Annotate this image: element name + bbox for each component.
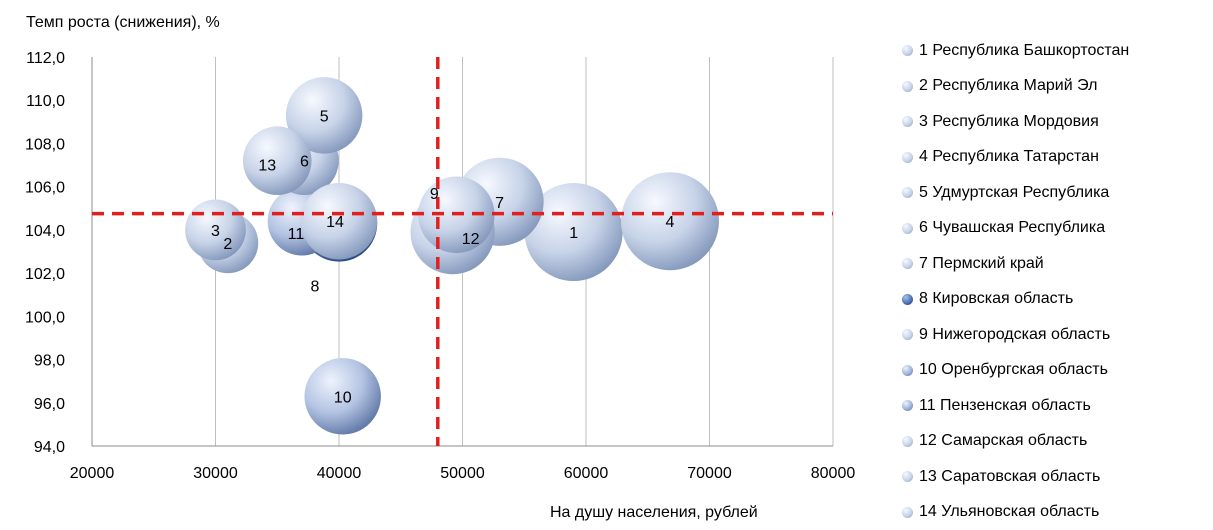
legend-marker-icon <box>902 400 913 411</box>
legend-label: 12 Самарская область <box>919 432 1087 450</box>
bubble-label-1: 1 <box>569 225 578 242</box>
bubble-label-3: 3 <box>211 223 220 240</box>
legend-label: 11 Пензенская область <box>919 397 1091 415</box>
legend-marker-icon <box>902 436 913 447</box>
legend-item-9: 9 Нижегородская область <box>902 317 1129 353</box>
bubble-label-14: 14 <box>326 214 344 231</box>
y-tick-label: 100,0 <box>25 309 65 326</box>
legend-label: 5 Удмуртская Республика <box>919 184 1109 202</box>
x-tick-label: 70000 <box>687 465 732 482</box>
bubble-label-5: 5 <box>320 108 329 125</box>
legend-marker-icon <box>902 81 913 92</box>
y-tick-label: 112,0 <box>26 50 65 67</box>
legend-marker-icon <box>902 507 913 518</box>
y-tick-label: 104,0 <box>25 223 65 240</box>
legend-label: 2 Республика Марий Эл <box>919 77 1097 95</box>
y-tick-label: 98,0 <box>34 353 65 370</box>
y-tick-label: 94,0 <box>34 439 65 456</box>
legend-label: 8 Кировская область <box>919 290 1073 308</box>
bubble-label-13: 13 <box>258 158 276 175</box>
legend-item-5: 5 Удмуртская Республика <box>902 175 1129 211</box>
legend-label: 13 Саратовская область <box>919 468 1100 486</box>
legend-marker-icon <box>902 45 913 56</box>
legend-marker-icon <box>902 223 913 234</box>
legend-item-1: 1 Республика Башкортостан <box>902 33 1129 69</box>
legend-label: 4 Республика Татарстан <box>919 148 1099 166</box>
legend-label: 9 Нижегородская область <box>919 326 1110 344</box>
legend-label: 14 Ульяновская область <box>919 503 1099 521</box>
y-tick-label: 108,0 <box>25 136 65 153</box>
bubble-label-11: 11 <box>288 226 305 243</box>
legend-label: 6 Чувашская Республика <box>919 219 1105 237</box>
legend-item-8: 8 Кировская область <box>902 282 1129 318</box>
bubble-label-8: 8 <box>311 278 320 295</box>
legend-item-2: 2 Республика Марий Эл <box>902 69 1129 105</box>
y-tick-label: 96,0 <box>34 396 65 413</box>
y-tick-label: 110,0 <box>26 93 65 110</box>
bubble-label-12: 12 <box>462 231 480 248</box>
x-tick-label: 50000 <box>440 465 485 482</box>
legend-marker-icon <box>902 258 913 269</box>
bubble-label-9: 9 <box>430 186 439 203</box>
bubble-label-7: 7 <box>495 195 504 212</box>
x-tick-label: 30000 <box>193 465 238 482</box>
y-tick-label: 106,0 <box>25 180 65 197</box>
legend-item-12: 12 Самарская область <box>902 424 1129 460</box>
legend-marker-icon <box>902 187 913 198</box>
legend-marker-icon <box>902 152 913 163</box>
legend-item-3: 3 Республика Мордовия <box>902 104 1129 140</box>
legend-item-7: 7 Пермский край <box>902 246 1129 282</box>
legend: 1 Республика Башкортостан 2 Республика Ма… <box>902 33 1129 530</box>
x-tick-label: 80000 <box>811 465 856 482</box>
x-tick-label: 20000 <box>70 465 115 482</box>
y-tick-label: 102,0 <box>25 266 65 283</box>
legend-label: 10 Оренбургская область <box>919 361 1108 379</box>
bubbles <box>185 77 719 434</box>
bubble-label-6: 6 <box>300 154 309 171</box>
legend-label: 1 Республика Башкортостан <box>919 42 1129 60</box>
legend-item-14: 14 Ульяновская область <box>902 495 1129 530</box>
legend-item-10: 10 Оренбургская область <box>902 353 1129 389</box>
bubble-label-10: 10 <box>334 389 352 406</box>
legend-marker-icon <box>902 329 913 340</box>
legend-item-11: 11 Пензенская область <box>902 388 1129 424</box>
x-tick-label: 60000 <box>564 465 609 482</box>
x-tick-label: 40000 <box>317 465 362 482</box>
legend-item-4: 4 Республика Татарстан <box>902 140 1129 176</box>
legend-marker-icon <box>902 116 913 127</box>
legend-marker-icon <box>902 471 913 482</box>
legend-item-13: 13 Саратовская область <box>902 459 1129 495</box>
legend-label: 3 Республика Мордовия <box>919 113 1099 131</box>
legend-item-6: 6 Чувашская Республика <box>902 211 1129 247</box>
legend-label: 7 Пермский край <box>919 255 1044 273</box>
bubble-label-2: 2 <box>223 236 232 253</box>
legend-marker-icon <box>902 365 913 376</box>
bubble-label-4: 4 <box>666 214 675 231</box>
legend-marker-icon <box>902 294 913 305</box>
